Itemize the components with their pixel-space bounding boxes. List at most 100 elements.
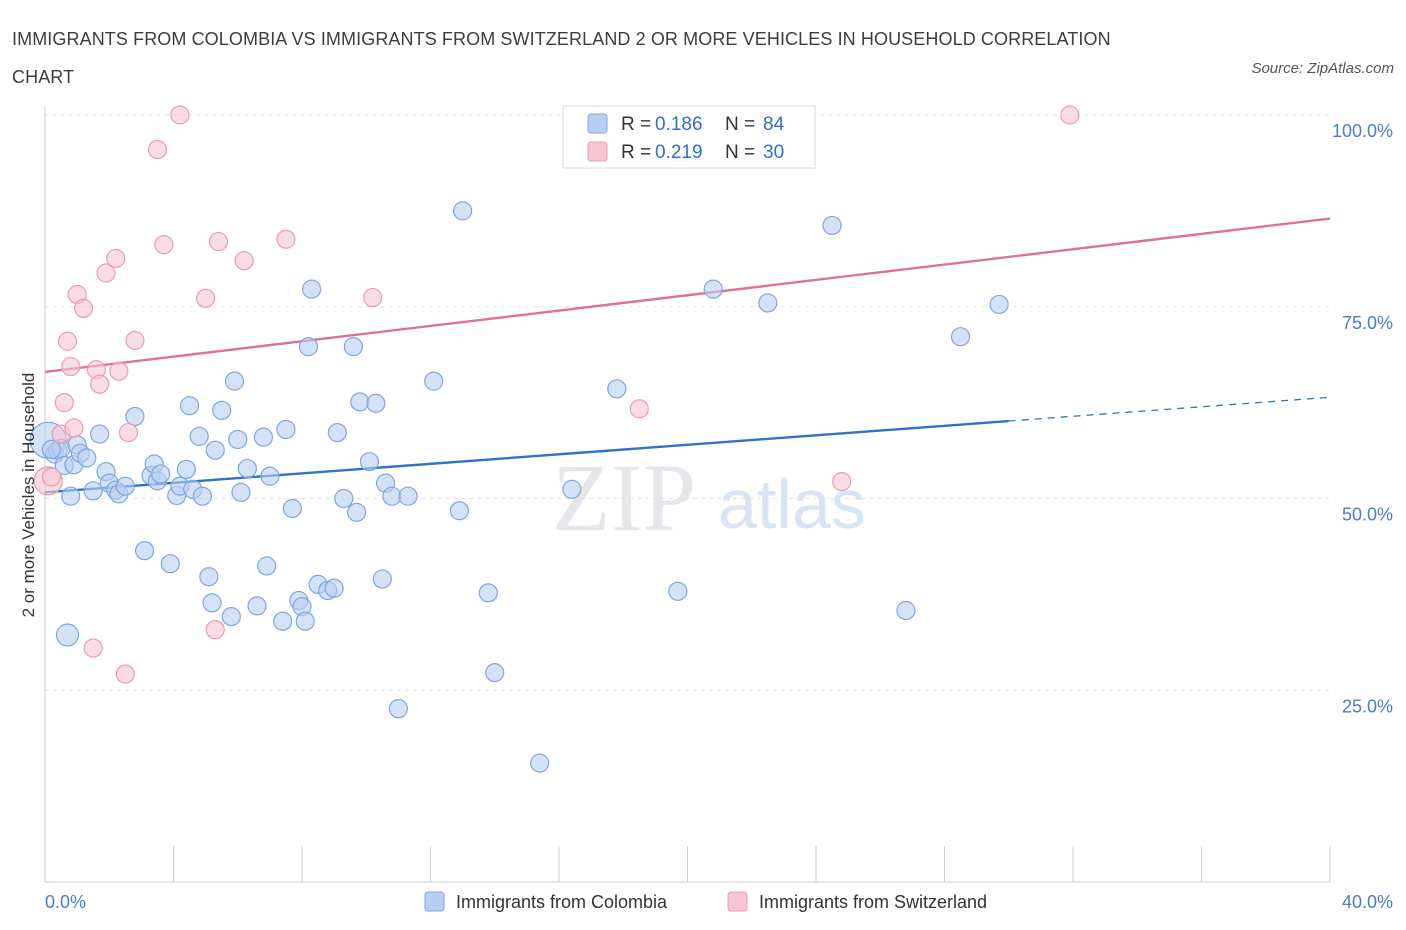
- point-colombia: [324, 578, 344, 598]
- point-colombia: [253, 427, 274, 447]
- point-colombia: [388, 699, 408, 719]
- point-colombia: [151, 464, 171, 484]
- point-colombia: [562, 479, 582, 499]
- point-colombia: [295, 611, 315, 631]
- legend-r-label-colombia: R =: [621, 114, 651, 135]
- point-colombia: [822, 215, 842, 236]
- point-colombia: [179, 396, 200, 416]
- point-switzerland: [154, 235, 174, 255]
- y-tick-label: 25.0%: [1342, 696, 1393, 716]
- legend-r-value-colombia: 0.186: [655, 114, 703, 135]
- chart-source: Source: ZipAtlas.com: [1251, 60, 1394, 77]
- point-colombia: [228, 429, 248, 450]
- point-colombia: [382, 486, 402, 506]
- point-colombia: [372, 569, 392, 589]
- point-colombia: [77, 448, 97, 468]
- y-tick-label: 100.0%: [1332, 121, 1393, 141]
- point-colombia: [257, 556, 277, 576]
- point-colombia: [485, 663, 505, 683]
- point-colombia: [478, 583, 498, 603]
- point-switzerland: [109, 361, 129, 381]
- legend-n-value-switzerland: 30: [763, 142, 784, 163]
- y-axis-label: 2 or more Vehicles in Household: [19, 373, 38, 618]
- point-colombia: [134, 541, 155, 561]
- point-colombia: [237, 458, 257, 479]
- point-colombia: [231, 482, 251, 502]
- legend-swatch-switzerland: [587, 141, 608, 162]
- x-tick-label: 0.0%: [45, 892, 86, 912]
- point-switzerland: [208, 231, 229, 252]
- point-colombia: [282, 498, 302, 519]
- top-legend: R = 0.186 N = 84 R = 0.219 N = 30: [562, 105, 816, 169]
- point-switzerland: [170, 105, 190, 125]
- point-colombia: [55, 623, 80, 647]
- bottom-legend: Immigrants from Colombia Immigrants from…: [424, 891, 987, 912]
- point-colombia: [221, 607, 241, 627]
- legend-n-label-switzerland: N =: [725, 142, 755, 163]
- point-switzerland: [96, 263, 116, 283]
- point-colombia: [202, 593, 222, 613]
- y-tick-label: 75.0%: [1342, 313, 1393, 333]
- point-switzerland: [54, 393, 74, 413]
- point-colombia: [125, 406, 145, 427]
- point-switzerland: [832, 472, 852, 492]
- trend-lines: [44, 217, 1331, 494]
- point-switzerland: [41, 467, 62, 487]
- point-switzerland: [83, 638, 103, 658]
- point-colombia: [199, 567, 219, 587]
- point-switzerland: [196, 288, 216, 308]
- point-colombia: [302, 279, 322, 299]
- point-colombia: [334, 488, 354, 509]
- point-colombia: [703, 279, 723, 299]
- point-colombia: [192, 486, 213, 506]
- point-colombia: [449, 501, 470, 521]
- point-colombia: [176, 459, 196, 479]
- point-colombia: [298, 337, 319, 357]
- point-colombia: [398, 486, 418, 506]
- legend-r-value-switzerland: 0.219: [655, 142, 703, 163]
- chart-title: IMMIGRANTS FROM COLOMBIA VS IMMIGRANTS F…: [12, 29, 1111, 87]
- point-switzerland: [276, 229, 296, 249]
- point-switzerland: [73, 298, 94, 318]
- point-colombia: [41, 439, 62, 460]
- point-colombia: [350, 392, 370, 412]
- point-colombia: [276, 419, 296, 440]
- point-colombia: [160, 554, 180, 574]
- legend-n-label-colombia: N =: [725, 114, 755, 135]
- point-colombia: [950, 327, 971, 347]
- point-colombia: [212, 400, 232, 420]
- point-colombia: [896, 600, 916, 621]
- tick-labels: 25.0% 50.0% 75.0% 100.0% 0.0% 40.0%: [45, 121, 1393, 912]
- point-colombia: [530, 753, 550, 773]
- y-tick-label: 50.0%: [1342, 505, 1393, 525]
- point-colombia: [989, 294, 1009, 315]
- point-switzerland: [90, 374, 110, 394]
- bottom-legend-swatch-switzerland: [727, 891, 748, 912]
- data-points: [29, 105, 1080, 773]
- point-colombia: [366, 393, 386, 413]
- point-switzerland: [125, 330, 145, 351]
- legend-r-label-switzerland: R =: [621, 142, 651, 163]
- point-switzerland: [363, 287, 383, 308]
- point-colombia: [115, 476, 135, 496]
- legend-swatch-colombia: [587, 113, 608, 134]
- point-switzerland: [147, 139, 168, 160]
- point-colombia: [607, 379, 627, 399]
- trend-line-colombia: [44, 419, 1009, 494]
- point-switzerland: [64, 418, 84, 438]
- point-switzerland: [1060, 105, 1080, 125]
- point-colombia: [83, 481, 103, 501]
- point-colombia: [90, 424, 110, 444]
- legend-n-value-colombia: 84: [763, 114, 785, 135]
- point-colombia: [343, 337, 363, 357]
- bottom-legend-label-colombia: Immigrants from Colombia: [456, 892, 668, 912]
- point-switzerland: [205, 620, 225, 640]
- x-tick-label: 40.0%: [1342, 892, 1393, 912]
- bottom-legend-swatch-colombia: [424, 891, 445, 912]
- bottom-legend-label-switzerland: Immigrants from Switzerland: [759, 892, 987, 912]
- point-colombia: [453, 201, 473, 221]
- point-colombia: [273, 611, 293, 631]
- point-switzerland: [118, 422, 139, 443]
- point-colombia: [224, 371, 245, 391]
